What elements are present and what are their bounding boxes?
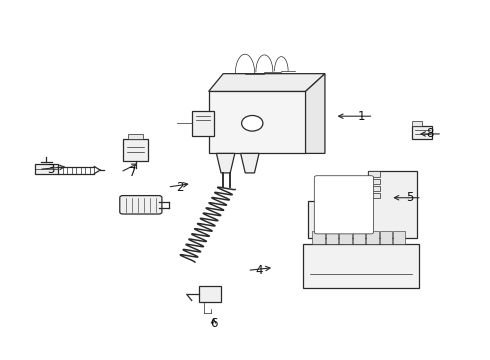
Polygon shape (353, 231, 365, 244)
FancyBboxPatch shape (314, 176, 373, 234)
Polygon shape (209, 91, 306, 153)
Polygon shape (368, 193, 380, 198)
Polygon shape (308, 171, 417, 238)
Polygon shape (313, 231, 325, 244)
Text: 6: 6 (210, 317, 217, 330)
Polygon shape (306, 74, 325, 153)
Text: 1: 1 (358, 110, 365, 123)
Polygon shape (380, 231, 392, 244)
Circle shape (242, 116, 263, 131)
Polygon shape (368, 186, 380, 191)
Text: 2: 2 (176, 181, 183, 194)
Text: 4: 4 (256, 264, 263, 277)
Polygon shape (192, 111, 214, 136)
Text: 8: 8 (426, 127, 434, 140)
Text: 7: 7 (129, 166, 136, 179)
Polygon shape (128, 134, 143, 139)
Polygon shape (368, 179, 380, 184)
Polygon shape (368, 171, 380, 177)
Polygon shape (326, 231, 338, 244)
Text: 3: 3 (48, 163, 55, 176)
Polygon shape (412, 121, 422, 126)
Polygon shape (303, 244, 419, 288)
Polygon shape (366, 231, 379, 244)
Text: 5: 5 (406, 191, 414, 204)
Polygon shape (209, 74, 325, 91)
Polygon shape (199, 286, 221, 302)
Polygon shape (339, 231, 352, 244)
FancyBboxPatch shape (120, 195, 162, 214)
Polygon shape (412, 126, 433, 139)
Polygon shape (123, 139, 148, 161)
Polygon shape (393, 231, 405, 244)
Polygon shape (217, 153, 235, 173)
Polygon shape (241, 153, 259, 173)
Polygon shape (35, 164, 58, 174)
